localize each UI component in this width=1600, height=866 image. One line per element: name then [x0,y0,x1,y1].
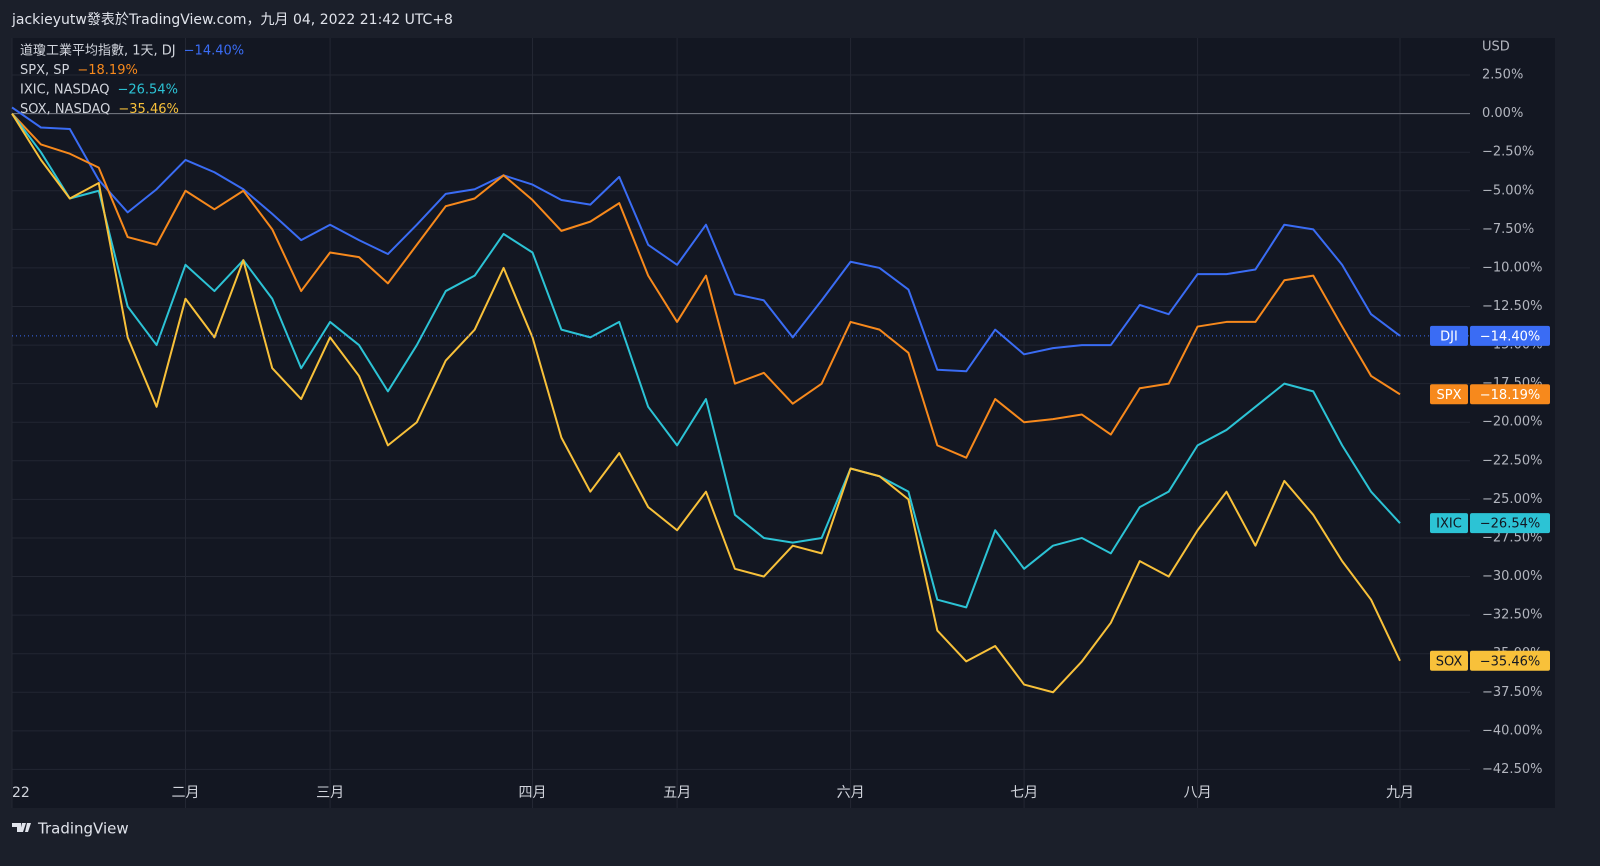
price-tag: IXIC −26.54% [1430,513,1550,534]
series-line [11,113,1401,694]
x-tick-label: 六月 [837,785,865,801]
tag-value: −14.40% [1480,329,1540,344]
x-tick-label: 七月 [1010,785,1038,801]
legend-name: SPX, SP [20,63,70,78]
series-line [11,106,1401,373]
tradingview-logo [12,823,31,832]
x-tick-label: 四月 [519,785,547,801]
tag-value-box [1470,513,1550,534]
legend-value: −35.46% [118,102,178,117]
y-tick-label: −30.00% [1482,569,1542,584]
tag-symbol: SOX [1436,654,1463,669]
tag-value-box [1470,325,1550,346]
tag-value: −18.19% [1480,388,1540,403]
y-tick-label: −42.50% [1482,762,1542,777]
y-tick-label: 2.50% [1482,68,1523,83]
legend-name: SOX, NASDAQ [20,102,110,117]
y-tick-label: 0.00% [1482,106,1523,121]
y-tick-label: −10.00% [1482,260,1542,275]
y-tick-label: −27.50% [1482,530,1542,545]
price-tag: DJI −14.40% [1430,325,1550,346]
y-axis: 2.50% 0.00% −2.50% −5.00% −7.50% −10.00% −12.5… [1482,68,1542,777]
x-tick-label: 22 [12,785,30,801]
tag-symbol: SPX [1437,388,1462,403]
x-tick-label: 三月 [316,785,344,801]
tag-value: −26.54% [1480,517,1540,532]
legend-value: −18.19% [77,63,137,78]
y-tick-label: −12.50% [1482,299,1542,314]
y-tick-label: −2.50% [1482,145,1534,160]
legend-name: IXIC, NASDAQ [20,83,109,98]
y-tick-label: −22.50% [1482,453,1542,468]
y-tick-label: −20.00% [1482,415,1542,430]
x-tick-label: 八月 [1184,785,1212,801]
y-tick-label: −32.50% [1482,608,1542,623]
tag-symbol: DJI [1440,329,1458,344]
x-tick-label: 五月 [663,785,691,801]
legend-value: −14.40% [184,44,244,59]
legend-value: −26.54% [117,83,177,98]
legend-name: 道瓊工業平均指數, 1天, DJ [20,43,176,59]
plot-background [12,38,1555,808]
tag-value-box [1470,650,1550,671]
y-tick-label: −37.50% [1482,685,1542,700]
price-tag: SOX −35.46% [1430,650,1550,671]
y-tick-label: −5.00% [1482,183,1534,198]
tag-symbol-box [1430,513,1468,534]
y-unit: USD [1482,40,1510,55]
price-tag: SPX −18.19% [1430,384,1550,405]
tag-value: −35.46% [1480,654,1540,669]
x-tick-label: 九月 [1386,785,1414,801]
footer-brand: TradingView [37,820,129,838]
series-line [11,112,1401,459]
tag-value-box [1470,384,1550,405]
y-tick-label: −40.00% [1482,723,1542,738]
y-tick-label: −25.00% [1482,492,1542,507]
tag-symbol-box [1430,325,1468,346]
tag-symbol: IXIC [1436,517,1462,532]
x-tick-label: 二月 [172,785,200,801]
header: jackieyutw發表於TradingView.com，九月 04, 2022… [11,12,453,28]
tag-symbol-box [1430,650,1468,671]
tag-symbol-box [1430,384,1468,405]
y-tick-label: −7.50% [1482,222,1534,237]
